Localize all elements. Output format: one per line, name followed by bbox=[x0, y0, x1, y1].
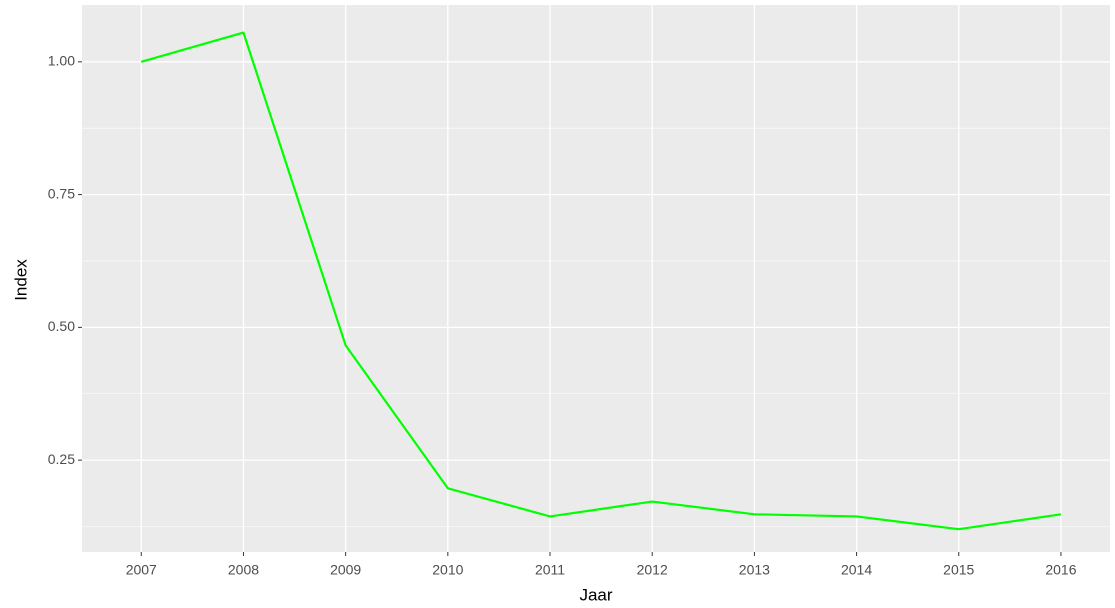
y-tick-label: 1.00 bbox=[48, 53, 75, 69]
x-tick-label: 2009 bbox=[330, 562, 361, 578]
y-axis-title: Index bbox=[11, 259, 30, 301]
line bbox=[140, 31, 1062, 531]
y-tick-label: 0.25 bbox=[48, 451, 75, 467]
x-tick-label: 2007 bbox=[126, 562, 157, 578]
x-tick-label: 2013 bbox=[739, 562, 770, 578]
x-tick-label: 2014 bbox=[841, 562, 872, 578]
y-tick-label: 0.50 bbox=[48, 318, 75, 334]
x-tick-label: 2011 bbox=[535, 562, 565, 578]
x-tick-label: 2012 bbox=[637, 562, 668, 578]
y-tick-label: 0.75 bbox=[48, 185, 75, 201]
x-tick-label: 2016 bbox=[1045, 562, 1076, 578]
x-tick-label: 2008 bbox=[228, 562, 259, 578]
x-tick-label: 2015 bbox=[943, 562, 974, 578]
x-axis-title: Jaar bbox=[579, 585, 612, 604]
panel bbox=[82, 5, 1110, 552]
x-tick-label: 2010 bbox=[432, 562, 463, 578]
